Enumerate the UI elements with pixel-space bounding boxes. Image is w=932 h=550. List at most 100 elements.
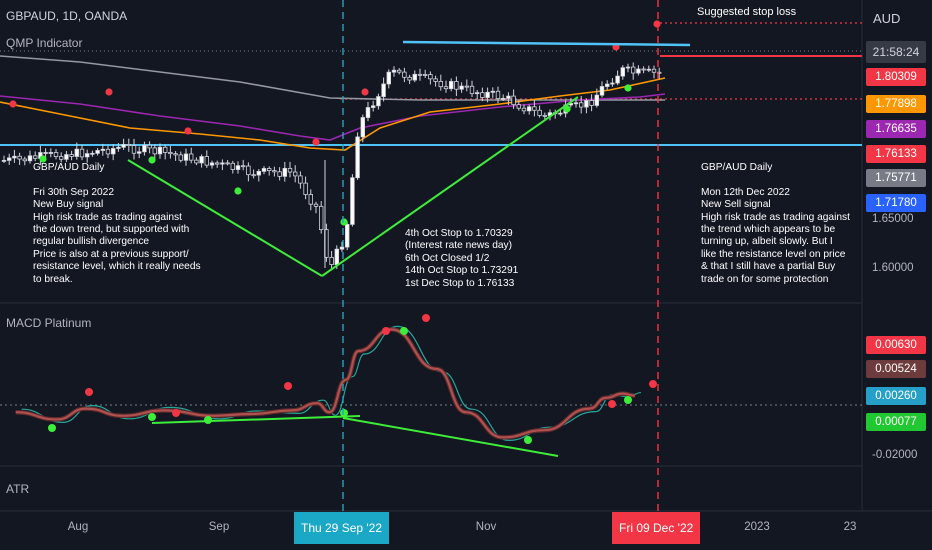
candle-body — [246, 165, 251, 176]
macd-buy-dot — [48, 424, 56, 432]
candle-body — [266, 168, 272, 171]
currency-label: AUD — [873, 11, 901, 26]
candle-body — [74, 148, 79, 157]
buy-signal-dot — [234, 187, 242, 195]
candle-body — [162, 146, 168, 153]
candle-body — [7, 157, 12, 161]
candle-body — [589, 100, 594, 106]
macd-line-shadow — [15, 327, 636, 440]
candle-body — [173, 153, 178, 156]
candle-body — [516, 104, 521, 109]
candle-body — [240, 165, 246, 168]
candle-body — [188, 153, 194, 161]
candle-body — [69, 154, 74, 157]
candle-body — [17, 155, 22, 160]
candle-body — [391, 69, 397, 73]
candle-body — [1, 159, 7, 162]
candle-body — [527, 106, 532, 112]
candle-body — [506, 95, 511, 99]
candle-body — [33, 155, 38, 159]
macd-sell-dot — [422, 314, 430, 322]
macd-signal-line — [21, 325, 642, 442]
macd-sell-dot — [382, 327, 390, 335]
candle-body — [12, 155, 17, 159]
candle-body — [480, 92, 485, 98]
clock-badge: 21:58:24 — [866, 41, 926, 63]
ma-orange-line — [0, 77, 666, 151]
candle-body — [329, 256, 334, 265]
candle-body — [303, 182, 308, 195]
atr-title[interactable]: ATR — [6, 482, 30, 496]
candle-body — [584, 100, 589, 108]
ma-purple-line — [0, 93, 666, 141]
time-label-nov: Nov — [475, 521, 497, 533]
candle-body — [339, 246, 345, 250]
candle-body — [136, 151, 142, 154]
candle-body — [511, 95, 516, 106]
symbol-title[interactable]: GBPAUD, 1D, OANDA — [6, 9, 128, 23]
sell-signal-dot — [312, 138, 320, 146]
candle-body — [646, 68, 651, 71]
candle-body — [220, 162, 225, 165]
candle-body — [298, 175, 303, 184]
candle-body — [428, 74, 433, 80]
candle-body — [308, 194, 313, 205]
macd-buy-dot — [524, 436, 532, 444]
price-axis-label-2: 1.60000 — [872, 262, 914, 274]
trendline-up — [321, 96, 579, 277]
candle-body — [194, 159, 199, 164]
candle-body — [579, 102, 584, 108]
candle-body — [235, 165, 241, 170]
stop-loss-note: Suggested stop loss — [697, 6, 797, 18]
buy-signal-dot — [148, 156, 156, 164]
candle-body — [459, 85, 464, 90]
candle-body — [214, 162, 220, 165]
candle-body — [537, 109, 542, 116]
price-tag-6: 1.71780 — [866, 194, 926, 212]
price-tag-2: 1.77898 — [866, 95, 926, 113]
candle-body — [147, 144, 152, 149]
candle-body — [152, 147, 157, 155]
buy-signal-dot — [39, 155, 47, 163]
candle-body — [131, 145, 137, 154]
candle-body — [183, 153, 189, 161]
right-note: GBP/AUD Daily Mon 12th Dec 2022 New Sell… — [701, 162, 850, 285]
mid-note: 4th Oct Stop to 1.70329 (Interest rate n… — [405, 228, 519, 289]
candle-body — [365, 107, 371, 118]
candle-body — [631, 66, 636, 74]
candle-body — [64, 154, 69, 160]
candle-body — [402, 71, 407, 78]
candle-body — [469, 85, 475, 95]
time-highlight-sell: Fri 09 Dec '22 — [612, 512, 701, 544]
time-label-sep: Sep — [208, 521, 230, 533]
macd-buy-dot — [148, 413, 156, 421]
macd-tag-1: 0.00630 — [866, 336, 926, 354]
candle-body — [381, 83, 386, 97]
candle-body — [27, 155, 33, 162]
candle-body — [168, 152, 173, 155]
sell-signal-dot — [361, 88, 369, 96]
macd-title[interactable]: MACD Platinum — [6, 316, 92, 330]
buy-signal-dot — [563, 105, 571, 113]
candle-body — [142, 144, 147, 153]
candle-body — [272, 170, 277, 173]
candle-body — [396, 69, 402, 73]
candle-body — [500, 97, 506, 100]
candle-body — [605, 83, 610, 87]
candle-body — [59, 156, 64, 160]
indicator-title[interactable]: QMP Indicator — [6, 36, 83, 50]
candle-body — [178, 154, 183, 161]
candle-body — [100, 148, 105, 151]
price-tag-1: 1.80309 — [866, 68, 926, 86]
candle-body — [79, 148, 85, 158]
candle-body — [95, 150, 100, 154]
macd-sell-dot — [284, 382, 292, 390]
candle-body — [287, 167, 293, 173]
macd-sell-dot — [649, 380, 657, 388]
candle-body — [386, 71, 391, 85]
macd-tag-2: 0.00524 — [866, 360, 926, 378]
candle-body — [318, 205, 324, 231]
candle-body — [157, 146, 163, 155]
candle-body — [433, 78, 438, 82]
